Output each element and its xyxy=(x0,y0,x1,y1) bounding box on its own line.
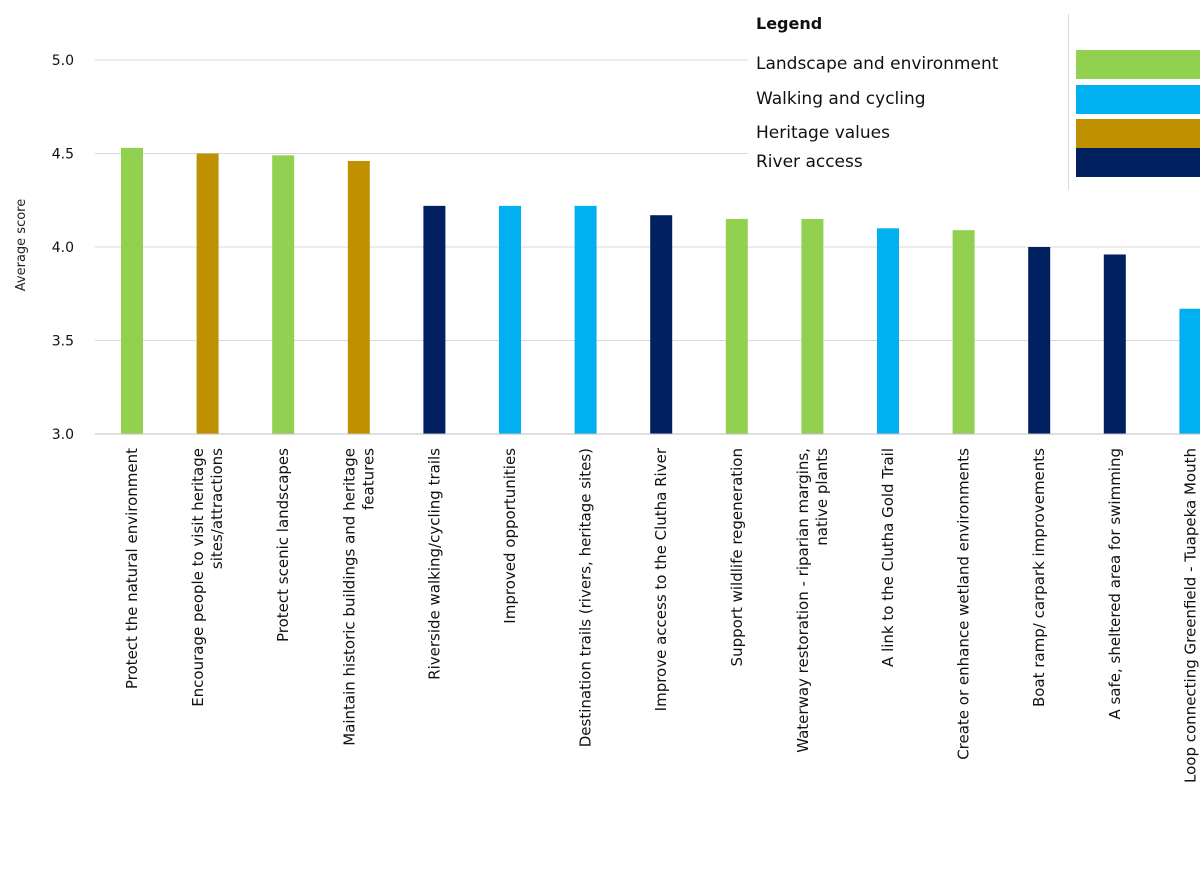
legend-divider xyxy=(1068,14,1069,190)
bar xyxy=(272,155,295,434)
y-tick-label: 5.0 xyxy=(52,53,74,69)
x-tick-label: A link to the Clutha Gold Trail xyxy=(879,448,897,667)
bar xyxy=(423,205,446,434)
x-axis-ticks: Protect the natural environment Encourage… xyxy=(123,447,1199,783)
x-tick-label: Protect scenic landscapes xyxy=(274,448,292,642)
x-tick-label: Support wildlife regeneration xyxy=(728,448,746,666)
y-tick-label: 4.5 xyxy=(52,147,74,163)
legend: Legend Landscape and environment Walking… xyxy=(748,10,1200,190)
bar xyxy=(801,218,824,434)
bar xyxy=(121,147,143,434)
x-tick-label: Loop connecting Greenfield - Tuapeka Mou… xyxy=(1181,448,1199,783)
legend-label: Walking and cycling xyxy=(756,89,926,109)
legend-item-river-access: River access xyxy=(756,148,1200,178)
legend-label: Landscape and environment xyxy=(756,54,999,74)
y-tick-label: 3.5 xyxy=(52,334,74,350)
legend-item-heritage: Heritage values xyxy=(756,119,1200,149)
x-tick-label: Riverside walking/cycling trails xyxy=(425,448,443,680)
y-tick-label: 3.0 xyxy=(52,427,74,443)
x-tick-label: features xyxy=(359,448,377,510)
y-tick-label: 4.0 xyxy=(52,240,74,256)
x-tick-label: Destination trails (rivers, heritage sit… xyxy=(577,448,595,747)
bars xyxy=(121,147,1200,435)
legend-label: River access xyxy=(756,152,863,172)
x-tick-label: Create or enhance wetland environments xyxy=(955,448,973,760)
bar xyxy=(650,215,673,434)
y-axis-label: Average score xyxy=(14,199,29,291)
bar xyxy=(1179,308,1200,434)
x-tick-label: native plants xyxy=(813,448,831,546)
x-tick-label: Waterway restoration - riparian margins, xyxy=(794,448,812,753)
legend-label: Heritage values xyxy=(756,123,890,143)
x-tick-label: Boat ramp/ carpark improvements xyxy=(1030,448,1048,707)
bar xyxy=(952,230,975,434)
bar xyxy=(1103,254,1126,434)
x-tick-label: Improve access to the Clutha River xyxy=(652,447,670,711)
legend-title: Legend xyxy=(756,14,823,33)
x-tick-label: Encourage people to visit heritage xyxy=(189,448,207,707)
legend-item-landscape: Landscape and environment xyxy=(756,50,1200,80)
bar xyxy=(574,205,597,434)
bar xyxy=(877,228,899,434)
x-tick-label: Improved opportunities xyxy=(501,448,519,624)
x-tick-label: Maintain historic buildings and heritage xyxy=(340,448,358,746)
legend-swatch xyxy=(1076,148,1200,177)
bar xyxy=(347,160,370,435)
x-tick-label: Protect the natural environment xyxy=(123,448,141,689)
y-axis-ticks: 3.0 3.5 4.0 4.5 5.0 xyxy=(52,53,74,443)
bar xyxy=(196,153,219,434)
x-tick-label: A safe, sheltered area for swimming xyxy=(1106,448,1124,720)
legend-swatch xyxy=(1076,50,1200,79)
bar xyxy=(1028,247,1051,434)
bar xyxy=(725,218,748,434)
legend-swatch xyxy=(1076,119,1200,148)
legend-item-walking-cycling: Walking and cycling xyxy=(756,85,1200,115)
x-tick-label: sites/attractions xyxy=(208,448,226,569)
legend-swatch xyxy=(1076,85,1200,114)
bar xyxy=(499,205,521,434)
